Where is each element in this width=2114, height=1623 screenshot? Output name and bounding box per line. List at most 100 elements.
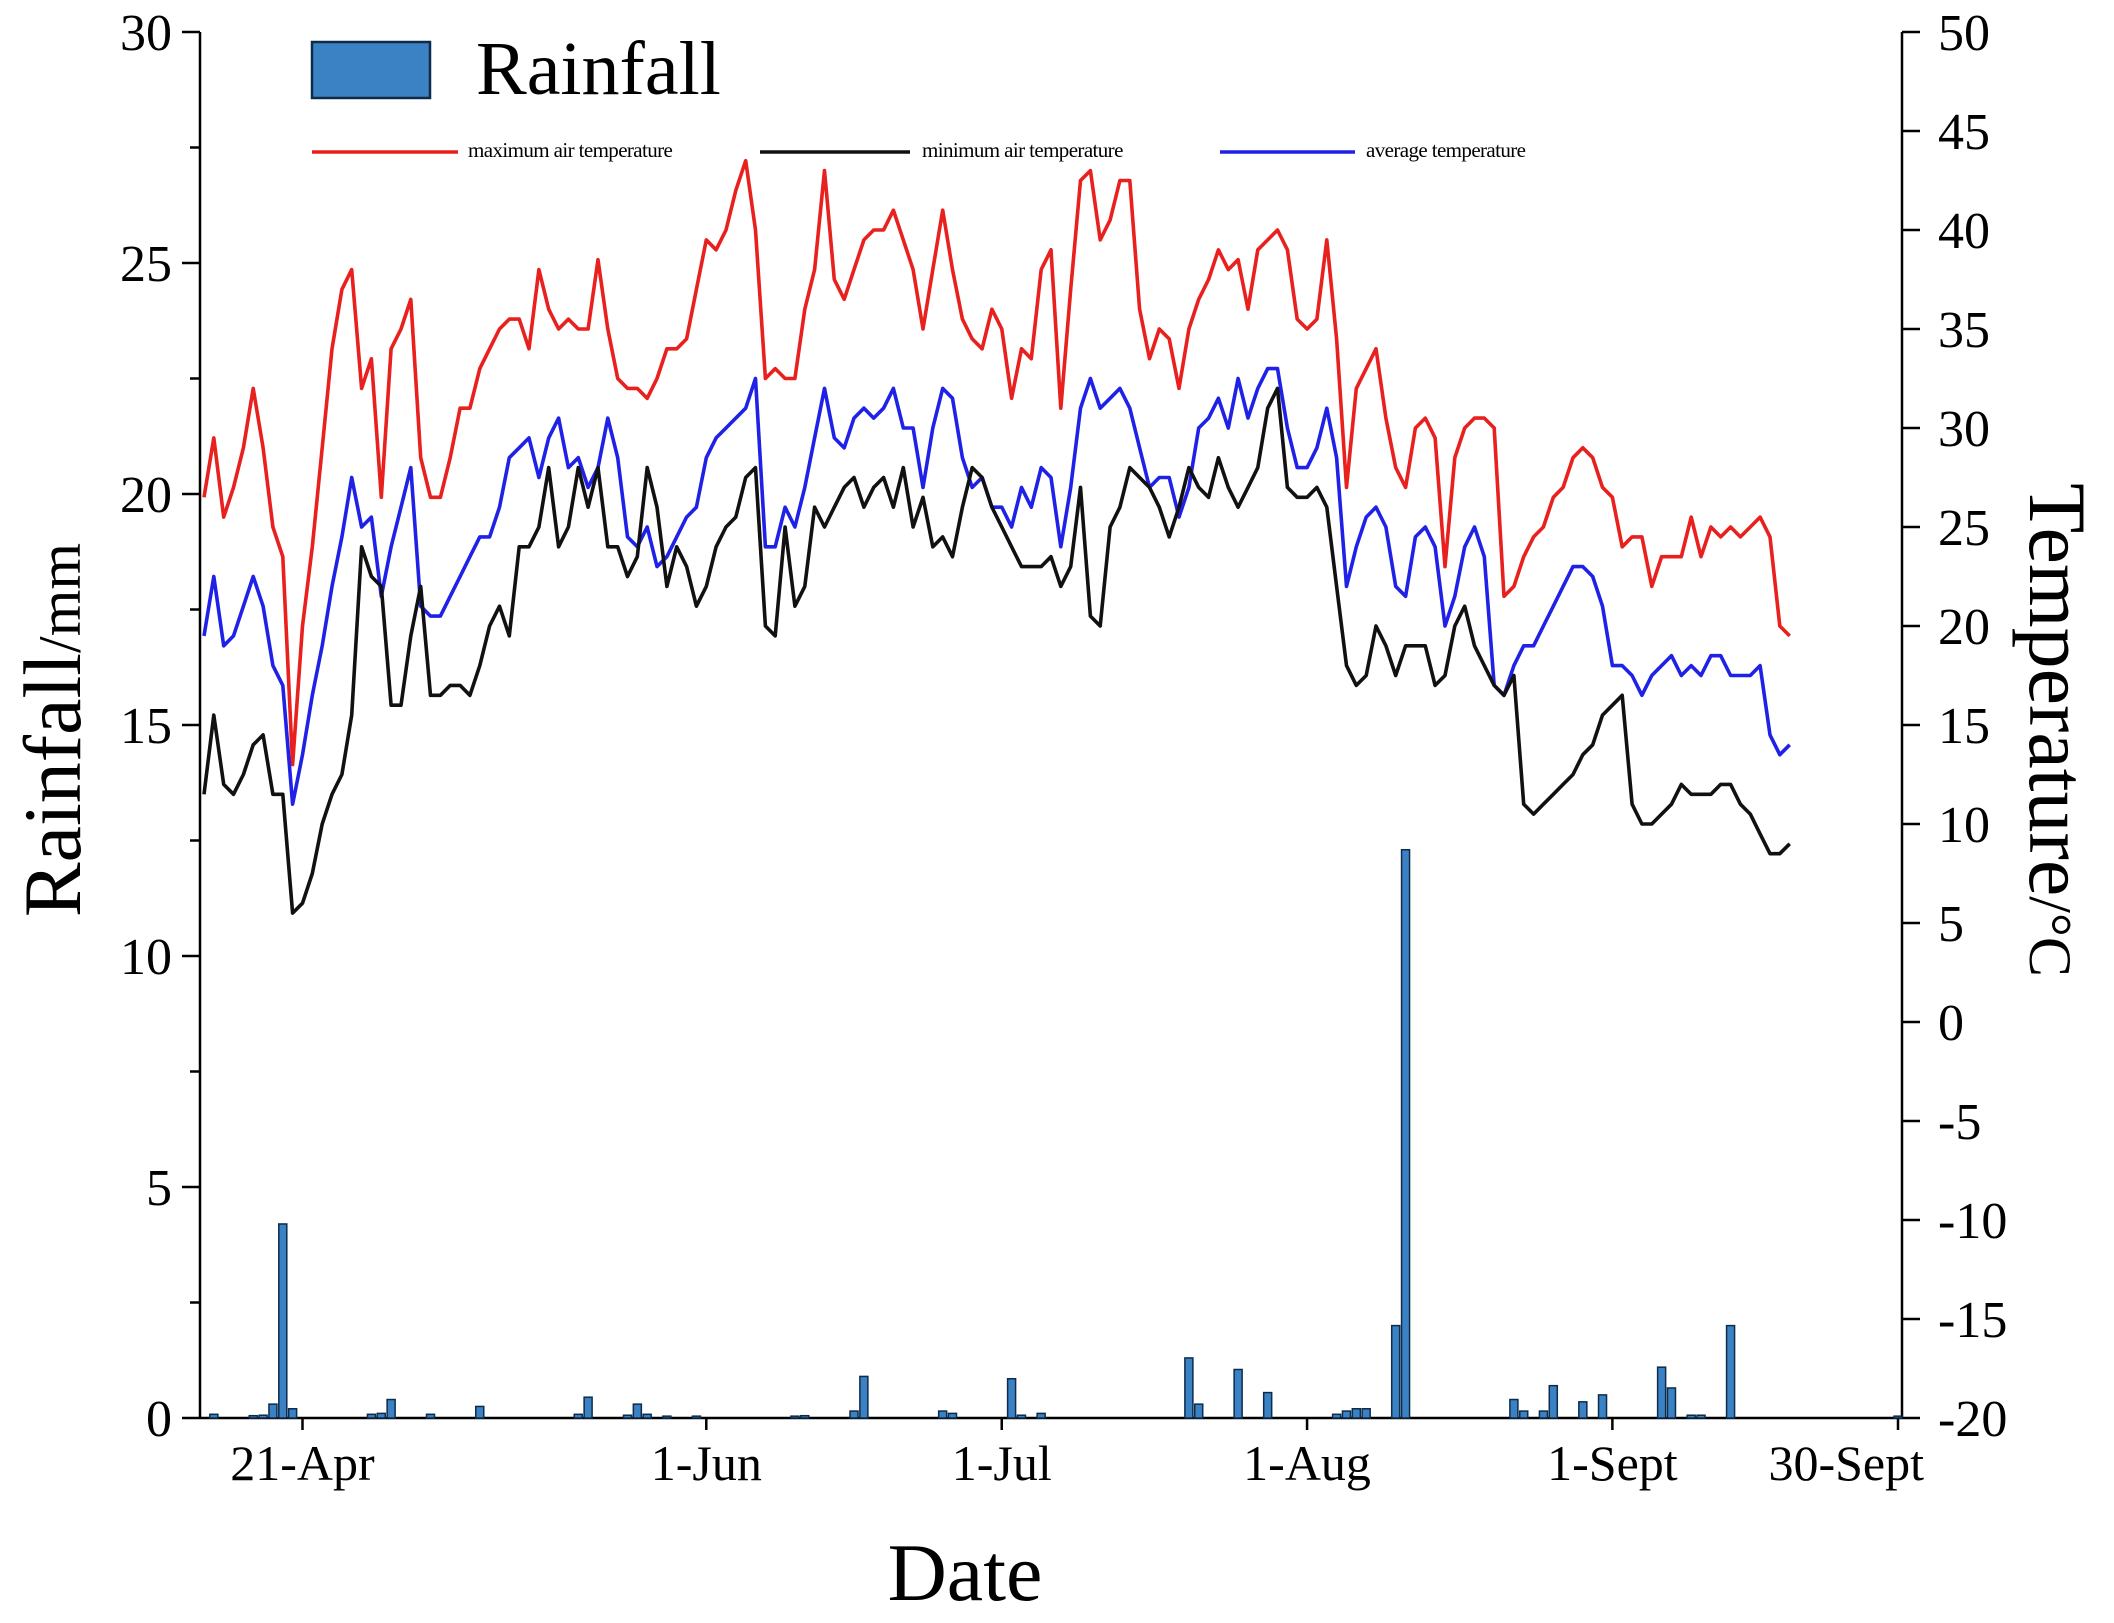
rainfall-bar	[573, 1413, 584, 1419]
left-axis-title-unit: /mm	[27, 543, 93, 653]
rainfall-bar	[278, 1223, 288, 1419]
left-tick-label: 10	[120, 929, 172, 986]
right-axis-title-text: Temperature	[2012, 483, 2103, 896]
rainfall-bar	[1233, 1368, 1243, 1419]
left-tick-label: 15	[120, 698, 172, 755]
rainfall-bar	[209, 1413, 219, 1419]
right-tick-label: 20	[1938, 599, 1990, 656]
right-axis-ticks: -20 -15 -10 -5 0 5 10 15 20 25 30 35 40 45 50	[1902, 5, 2007, 1448]
rainfall-bar	[947, 1412, 958, 1419]
min-temp-line	[202, 386, 1791, 915]
date-tick-label: 1-Jun	[651, 1435, 762, 1491]
rainfall-bar	[800, 1414, 810, 1419]
rainfall-bar	[1016, 1414, 1027, 1419]
date-tick-label: 1-Sept	[1547, 1435, 1678, 1491]
right-tick-label: 0	[1938, 995, 1964, 1052]
rainfall-bar	[258, 1414, 268, 1419]
rainfall-bar	[849, 1410, 859, 1419]
rainfall-bar	[1666, 1387, 1677, 1419]
rainfall-bar	[1184, 1357, 1194, 1419]
avg-temp-line	[202, 366, 1791, 806]
right-axis-title-unit: /°C	[2017, 896, 2083, 977]
axes	[198, 32, 1904, 1420]
right-tick-label: 35	[1938, 302, 1990, 359]
svg-text:Rainfall/mm: Rainfall/mm	[7, 543, 98, 917]
right-axis-title: Temperature/°C	[2012, 483, 2103, 977]
left-tick-label: 30	[120, 5, 172, 62]
rainfall-bar	[1361, 1408, 1371, 1419]
rainfall-bar	[248, 1414, 258, 1419]
date-tick-label: 30-Sept	[1768, 1435, 1924, 1491]
rainfall-bar	[1193, 1403, 1204, 1419]
right-tick-label: -15	[1938, 1292, 2007, 1349]
legend-rainfall-label: Rainfall	[476, 27, 721, 111]
rainfall-bar	[859, 1375, 869, 1419]
rainfall-bars	[209, 848, 1903, 1419]
rainfall-bar	[1578, 1401, 1588, 1419]
rainfall-bar	[376, 1412, 387, 1419]
rainfall-bar	[1548, 1384, 1559, 1419]
rainfall-bar	[287, 1408, 298, 1419]
right-tick-label: 40	[1938, 203, 1990, 260]
rainfall-bar	[1686, 1414, 1696, 1419]
right-tick-label: -10	[1938, 1193, 2007, 1250]
max-temp-line	[202, 158, 1791, 767]
rainfall-bar	[1331, 1413, 1342, 1419]
rainfall-bar	[475, 1405, 485, 1419]
rainfall-bar	[268, 1403, 278, 1419]
left-tick-label: 20	[120, 467, 172, 524]
left-axis-ticks: 0 5 10 15 20 25 30	[120, 5, 200, 1448]
x-axis-title: Date	[888, 1527, 1043, 1618]
rainfall-bar	[642, 1413, 652, 1419]
rainfall-bar	[1351, 1408, 1362, 1419]
legend-min-label: minimum air temperature	[922, 138, 1123, 162]
rainfall-bar	[691, 1415, 702, 1419]
right-tick-label: 30	[1938, 401, 1990, 458]
rainfall-bar	[1341, 1410, 1352, 1419]
left-tick-label: 0	[146, 1391, 172, 1448]
rainfall-bar	[1725, 1324, 1736, 1419]
rainfall-bar	[366, 1413, 377, 1419]
rainfall-bar	[1893, 1415, 1903, 1419]
rainfall-bar	[662, 1415, 672, 1419]
right-tick-label: 10	[1938, 797, 1990, 854]
rainfall-bar	[1036, 1412, 1046, 1419]
right-tick-label: 25	[1938, 500, 1990, 557]
rainfall-bar	[1597, 1394, 1608, 1419]
rainfall-bar	[1696, 1414, 1706, 1419]
rainfall-bar	[1538, 1410, 1549, 1419]
rainfall-bar	[386, 1398, 396, 1419]
rainfall-bar	[1400, 848, 1411, 1419]
right-tick-label: 50	[1938, 5, 1990, 62]
right-tick-label: -5	[1938, 1094, 1981, 1151]
left-tick-label: 5	[146, 1160, 172, 1217]
rainfall-bar	[622, 1414, 633, 1419]
legend-rainfall-swatch	[310, 40, 432, 100]
legend: Rainfall maximum air temperature minimum…	[310, 27, 1526, 162]
rainfall-bar	[425, 1413, 436, 1419]
date-tick-label: 1-Aug	[1243, 1435, 1371, 1491]
rainfall-bar	[790, 1415, 800, 1419]
rainfall-bar	[583, 1396, 593, 1419]
left-axis-title: Rainfall/mm	[7, 543, 98, 917]
date-tick-label: 21-Apr	[230, 1435, 375, 1491]
temperature-lines	[202, 158, 1791, 915]
rainfall-bar	[1262, 1391, 1273, 1419]
rainfall-bar	[1656, 1366, 1667, 1419]
rainfall-bar	[1518, 1410, 1529, 1419]
legend-avg-label: average temperature	[1366, 138, 1526, 162]
date-tick-label: 1-Jul	[952, 1435, 1052, 1491]
rainfall-bar	[1390, 1324, 1401, 1419]
rainfall-bar	[1509, 1398, 1519, 1419]
rainfall-bar	[632, 1403, 643, 1419]
left-axis-title-text: Rainfall	[7, 653, 98, 917]
svg-text:Temperature/°C: Temperature/°C	[2012, 483, 2103, 977]
right-tick-label: 45	[1938, 104, 1990, 161]
right-tick-label: 5	[1938, 896, 1964, 953]
date-axis-ticks: 21-Apr 1-Jun 1-Jul 1-Aug 1-Sept 30-Sept	[230, 1418, 1924, 1491]
rainfall-bar	[1006, 1377, 1017, 1419]
left-tick-label: 25	[120, 236, 172, 293]
right-tick-label: 15	[1938, 698, 1990, 755]
rainfall-bar	[937, 1410, 948, 1419]
